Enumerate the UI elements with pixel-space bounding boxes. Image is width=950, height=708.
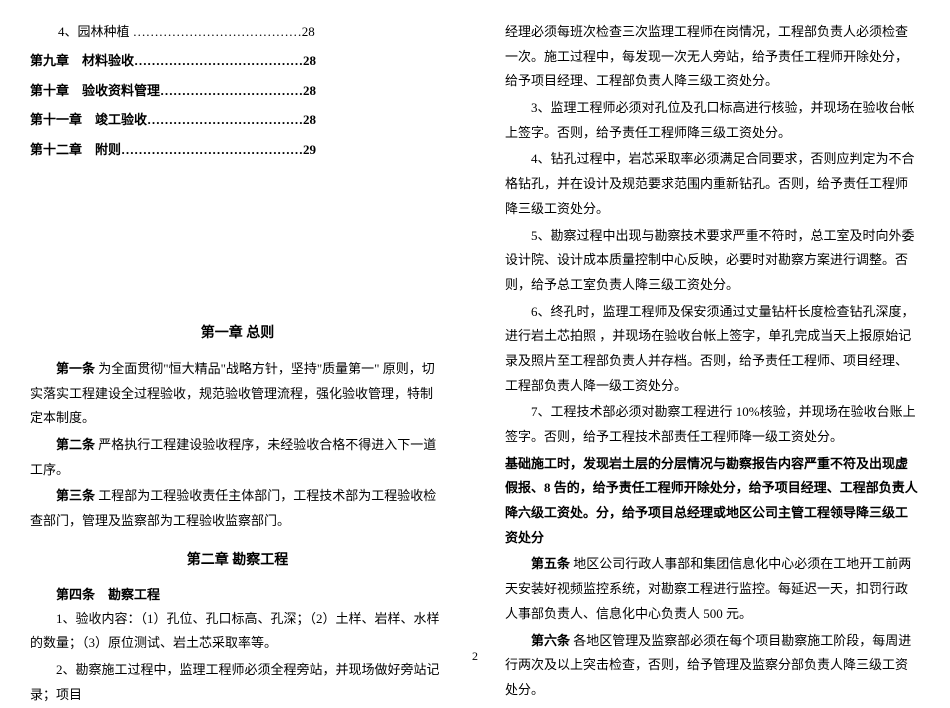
spacing-gap	[30, 167, 445, 307]
article-5-label: 第五条	[531, 556, 570, 571]
ch2-item-1: 1、验收内容：（1）孔位、孔口标高、孔深；（2）土样、岩样、水样的数量；（3）原…	[30, 607, 445, 656]
article-4-heading: 第四条 勘察工程	[30, 584, 445, 603]
ch2-item-2: 2、勘察施工过程中，监理工程师必须全程旁站，并现场做好旁站记录；项目	[30, 658, 445, 707]
right-continuation: 经理必须每班次检查三次监理工程师在岗情况，工程部负责人必须检查一次。施工过程中，…	[505, 20, 920, 94]
article-2-label: 第二条	[56, 437, 95, 452]
bold-penalty-section: 基础施工时，发现岩土层的分层情况与勘察报告内容严重不符及出现虚假报、8 告的，给…	[505, 452, 920, 551]
right-item-3: 3、监理工程师必须对孔位及孔口标高进行核验，并现场在验收台帐上签字。否则，给予责…	[505, 96, 920, 145]
toc-ch10: 第十章 验收资料管理……………………………28	[30, 79, 445, 102]
left-column: 4、园林种植 …………………………………28 第九章 材料验收…………………………	[0, 0, 475, 672]
article-2: 第二条 严格执行工程建设验收程序，未经验收合格不得进入下一道工序。	[30, 433, 445, 482]
article-6-label: 第六条	[531, 633, 570, 648]
page-number: 2	[472, 649, 478, 664]
article-3: 第三条 工程部为工程验收责任主体部门，工程技术部为工程验收检查部门，管理及监察部…	[30, 484, 445, 533]
article-1: 第一条 为全面贯彻"恒大精品"战略方针，坚持"质量第一" 原则，切实落实工程建设…	[30, 357, 445, 431]
right-item-6: 6、终孔时，监理工程师及保安须通过丈量钻杆长度检查钻孔深度，进行岩土芯拍照 ，并…	[505, 300, 920, 399]
right-item-4: 4、钻孔过程中，岩芯采取率必须满足合同要求，否则应判定为不合格钻孔，并在设计及规…	[505, 147, 920, 221]
chapter2-title: 第二章 勘察工程	[30, 549, 445, 569]
article-6: 第六条 各地区管理及监察部必须在每个项目勘察施工阶段，每周进行两次及以上突击检查…	[505, 629, 920, 703]
article-3-label: 第三条	[56, 488, 95, 503]
right-column: 经理必须每班次检查三次监理工程师在岗情况，工程部负责人必须检查一次。施工过程中，…	[475, 0, 950, 672]
toc-ch11: 第十一章 竣工验收………………………………28	[30, 108, 445, 131]
toc-item-4: 4、园林种植 …………………………………28	[30, 20, 445, 43]
chapter1-title: 第一章 总则	[30, 322, 445, 342]
article-5: 第五条 地区公司行政人事部和集团信息化中心必须在工地开工前两天安装好视频监控系统…	[505, 552, 920, 626]
toc-ch12: 第十二章 附则……………………………………29	[30, 138, 445, 161]
article-1-label: 第一条	[56, 361, 95, 376]
toc-ch9: 第九章 材料验收…………………………………28	[30, 49, 445, 72]
right-item-7: 7、工程技术部必须对勘察工程进行 10%核验，并现场在验收台账上签字。否则，给予…	[505, 400, 920, 449]
right-item-5: 5、勘察过程中出现与勘察技术要求严重不符时，总工室及时向外委设计院、设计成本质量…	[505, 224, 920, 298]
